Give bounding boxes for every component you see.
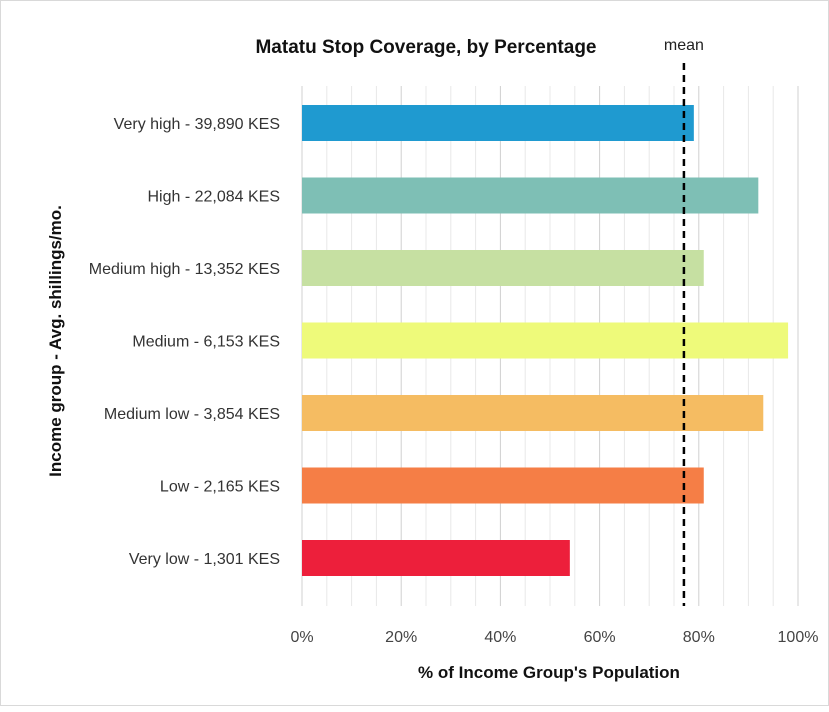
y-axis-title: Income group - Avg. shillings/mo. — [46, 205, 65, 477]
mean-marker: mean — [664, 37, 704, 606]
category-label: Low - 2,165 KES — [160, 479, 280, 496]
category-label: Very low - 1,301 KES — [129, 551, 280, 568]
chart-title: Matatu Stop Coverage, by Percentage — [255, 37, 596, 58]
bar — [302, 250, 704, 286]
bar — [302, 540, 570, 576]
category-label: Medium - 6,153 KES — [132, 334, 280, 351]
bar — [302, 177, 759, 214]
x-axis-title: % of Income Group's Population — [418, 663, 680, 682]
category-label: High - 22,084 KES — [147, 189, 280, 206]
x-tick-label: 60% — [584, 629, 616, 646]
category-labels: Very high - 39,890 KES High - 22,084 KES M… — [89, 116, 280, 568]
category-label: Medium high - 13,352 KES — [89, 261, 280, 278]
bar — [302, 395, 764, 431]
bar — [302, 105, 694, 141]
bar — [302, 322, 789, 359]
x-tick-label: 20% — [385, 629, 417, 646]
x-tick-label: 40% — [484, 629, 516, 646]
bars — [302, 105, 789, 576]
x-tick-label: 80% — [683, 629, 715, 646]
bar — [302, 467, 704, 504]
mean-label: mean — [664, 37, 704, 54]
x-tick-label: 0% — [290, 629, 313, 646]
x-tick-label: 100% — [778, 629, 819, 646]
category-label: Medium low - 3,854 KES — [104, 406, 280, 423]
x-tick-labels: 0% 20% 40% 60% 80% 100% — [290, 629, 818, 646]
category-label: Very high - 39,890 KES — [114, 116, 280, 133]
